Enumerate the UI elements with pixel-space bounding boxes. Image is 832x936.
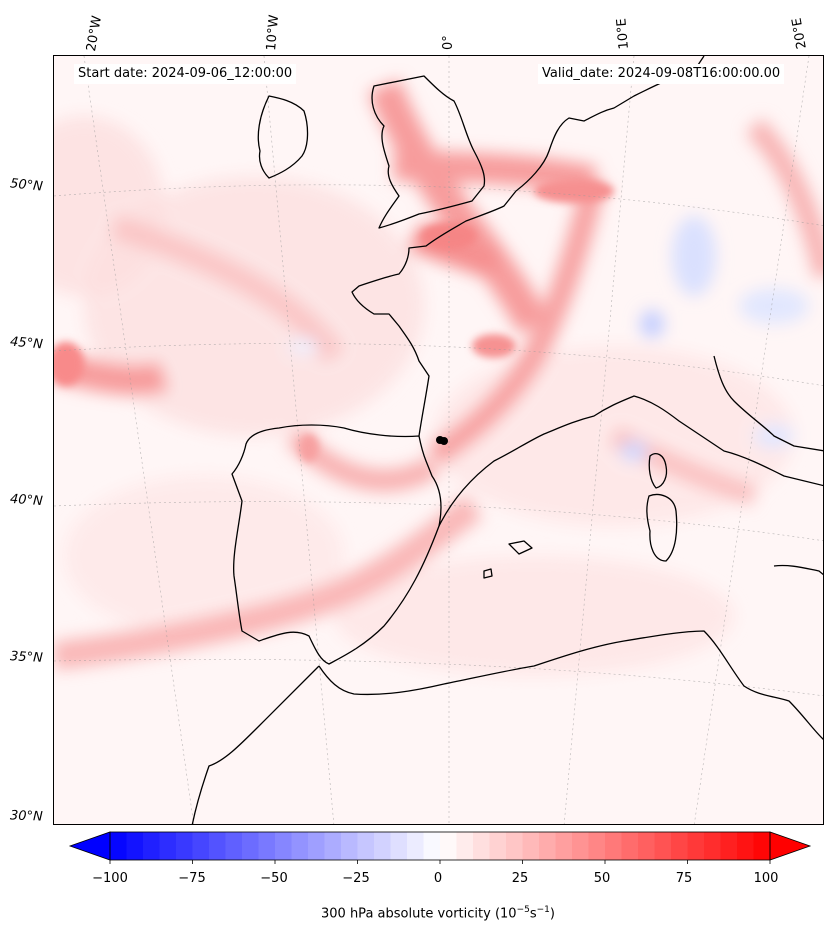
colorbar-tick-label: −100: [92, 871, 128, 886]
colorbar-segment: [176, 832, 193, 860]
colorbar-tick-label: −50: [260, 871, 288, 886]
colorbar-segment: [605, 832, 622, 860]
colorbar-segment: [225, 832, 243, 860]
vorticity-field: [54, 79, 823, 676]
colorbar-segment: [258, 832, 276, 860]
lon-label-20w: 20°W: [84, 14, 106, 53]
colorbar-segment: [159, 832, 177, 860]
lon-label-0: 0°: [441, 35, 456, 50]
colorbar-segment: [456, 832, 474, 860]
colorbar-segment: [209, 832, 226, 860]
morocco-coast: [191, 665, 320, 824]
colorbar-extend-min: [68, 831, 111, 861]
colorbar-segment: [489, 832, 507, 860]
colorbar-segment: [143, 832, 160, 860]
colorbar-segment: [671, 832, 688, 860]
balearic-coast: [483, 540, 533, 579]
location-marker[interactable]: [436, 436, 448, 445]
colorbar-segment: [737, 832, 754, 860]
lon-label-20e: 20°E: [789, 16, 810, 51]
colorbar-tick-label: 50: [593, 871, 611, 886]
colorbar-segment: [357, 832, 375, 860]
colorbar-segment: [687, 832, 705, 860]
colorbar-tick-label: −25: [342, 871, 370, 886]
lat-label-45n: 45°N: [9, 334, 44, 353]
colorbar-segment: [324, 832, 342, 860]
colorbar-segment: [704, 832, 721, 860]
corsica-coast: [648, 453, 668, 489]
colorbar-segment: [572, 832, 589, 860]
coastlines: [191, 56, 823, 824]
colorbar-segment: [390, 832, 408, 860]
iberia-coast: [231, 424, 442, 665]
colorbar-label: 300 hPa absolute vorticity (10−5s−1): [321, 905, 555, 922]
graticule: [54, 56, 823, 824]
colorbar-tick-label: 75: [675, 871, 693, 886]
colorbar-segment: [555, 832, 573, 860]
sardinia-coast: [646, 493, 678, 562]
colorbar-segment: [588, 832, 606, 860]
britain-coast: [371, 75, 486, 229]
colorbar-segment: [126, 832, 144, 860]
colorbar-segment: [308, 832, 325, 860]
colorbar-tick-label: 25: [511, 871, 529, 886]
colorbar-tick-label: 100: [753, 871, 779, 886]
sicily-coast: [773, 564, 823, 576]
colorbar-segment: [753, 832, 771, 860]
lat-label-35n: 35°N: [9, 649, 44, 666]
colorbar-segment: [440, 832, 457, 860]
start-date-label: Start date: 2024-09-06_12:00:00: [74, 64, 297, 84]
colorbar-segment: [654, 832, 672, 860]
continent-north-coast: [515, 56, 705, 192]
italy-peninsula: [713, 355, 823, 452]
lon-label-10e: 10°E: [614, 17, 632, 51]
colorbar-tick-label: −75: [178, 871, 206, 886]
colorbar-segment: [506, 832, 523, 860]
colorbar-extend-max: [769, 831, 812, 861]
colorbar-segment: [473, 832, 490, 860]
france-coast: [351, 190, 517, 437]
colorbar-segment: [110, 832, 127, 860]
med-north-coast: [438, 395, 823, 527]
colorbar-segment: [407, 832, 424, 860]
colorbar-segment: [638, 832, 655, 860]
colorbar-segment: [374, 832, 391, 860]
colorbar-segment: [341, 832, 358, 860]
colorbar-segment: [720, 832, 738, 860]
lon-label-10w: 10°W: [264, 14, 283, 52]
colorbar-segment: [423, 832, 441, 860]
colorbar-segment: [522, 832, 540, 860]
lat-label-40n: 40°N: [9, 491, 44, 510]
valid-date-label: Valid_date: 2024-09-08T16:00:00.00: [538, 64, 785, 84]
north-africa-coast: [318, 630, 823, 740]
colorbar-segment: [291, 832, 309, 860]
lat-label-30n: 30°N: [9, 808, 44, 825]
vorticity-map: [54, 56, 823, 824]
map-frame[interactable]: [53, 55, 824, 825]
colorbar-tick-label: 0: [433, 871, 443, 886]
colorbar-segment: [539, 832, 556, 860]
ireland-coast: [257, 95, 309, 179]
colorbar-segment: [275, 832, 292, 860]
colorbar: [68, 831, 812, 864]
colorbar-segment: [192, 832, 210, 860]
colorbar-segment: [242, 832, 259, 860]
colorbar-segment: [621, 832, 639, 860]
lat-label-50n: 50°N: [9, 176, 44, 195]
